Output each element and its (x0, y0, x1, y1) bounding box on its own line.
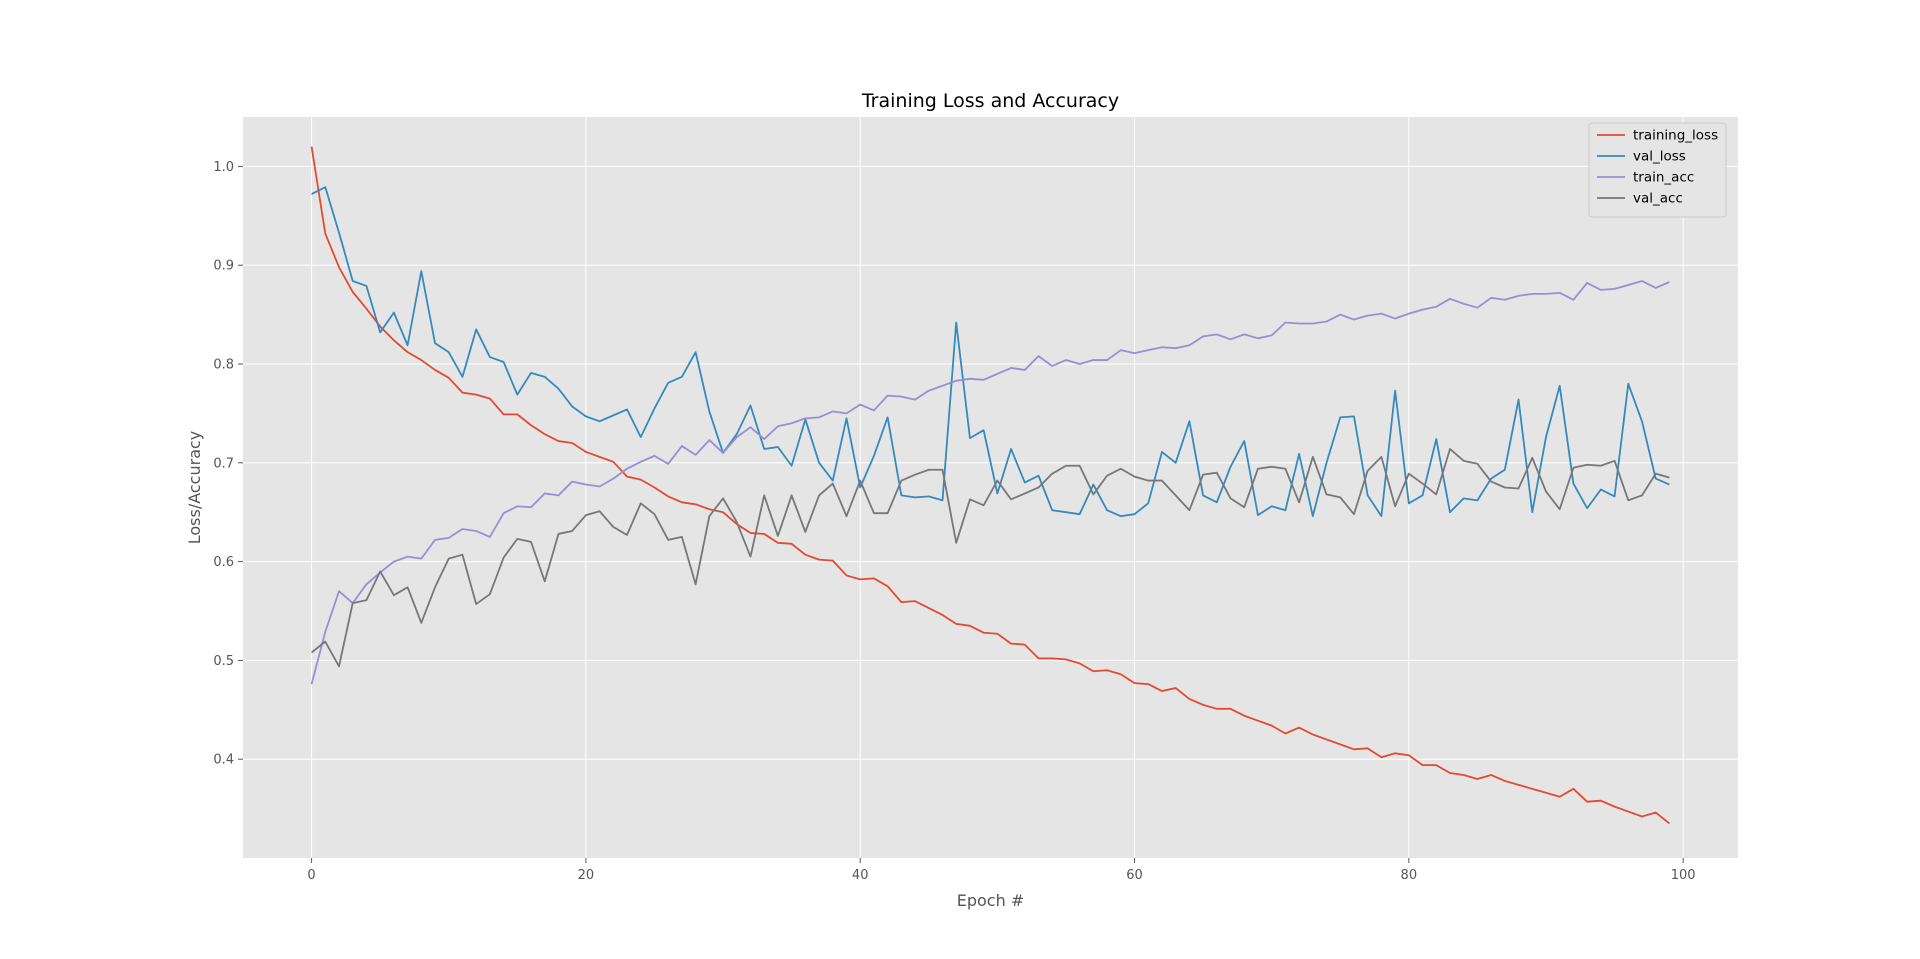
x-tick-label: 100 (1671, 868, 1696, 883)
y-tick-label: 0.7 (213, 456, 234, 471)
x-tick-label: 20 (578, 868, 595, 883)
legend-box (1588, 122, 1727, 218)
series-line-val-loss (311, 186, 1670, 518)
chart-title: Training Loss and Accuracy (861, 90, 1119, 112)
y-tick-label: 0.9 (213, 259, 234, 274)
y-axis-label: Loss/Accuracy (185, 431, 204, 545)
y-tick-label: 0.8 (213, 358, 234, 373)
y-tick-label: 0.4 (213, 753, 234, 768)
grid (243, 117, 1738, 858)
series-line-training-loss (310, 146, 1670, 825)
x-tick-label: 80 (1401, 868, 1418, 883)
x-tick-label: 0 (307, 868, 315, 883)
legend: training_loss val_loss train_acc val_acc (1588, 122, 1727, 218)
x-tick-label: 40 (852, 868, 869, 883)
y-axis: 0.4 0.5 0.6 0.7 0.8 0.9 1.0 (213, 160, 243, 768)
legend-label: val_acc (1633, 191, 1683, 207)
series-line-val-acc (311, 448, 1670, 668)
series-lines (310, 146, 1670, 825)
x-tick-label: 60 (1126, 868, 1143, 883)
x-axis: 0 20 40 60 80 100 (307, 858, 1696, 883)
legend-label: train_acc (1633, 170, 1694, 186)
legend-label: val_loss (1633, 149, 1686, 165)
series-line-train-acc (310, 280, 1670, 685)
x-axis-label: Epoch # (957, 891, 1024, 910)
y-tick-label: 0.5 (213, 654, 234, 669)
y-tick-label: 1.0 (213, 160, 234, 175)
plot-area (243, 117, 1738, 858)
y-tick-label: 0.6 (213, 555, 234, 570)
legend-label: training_loss (1633, 128, 1718, 144)
